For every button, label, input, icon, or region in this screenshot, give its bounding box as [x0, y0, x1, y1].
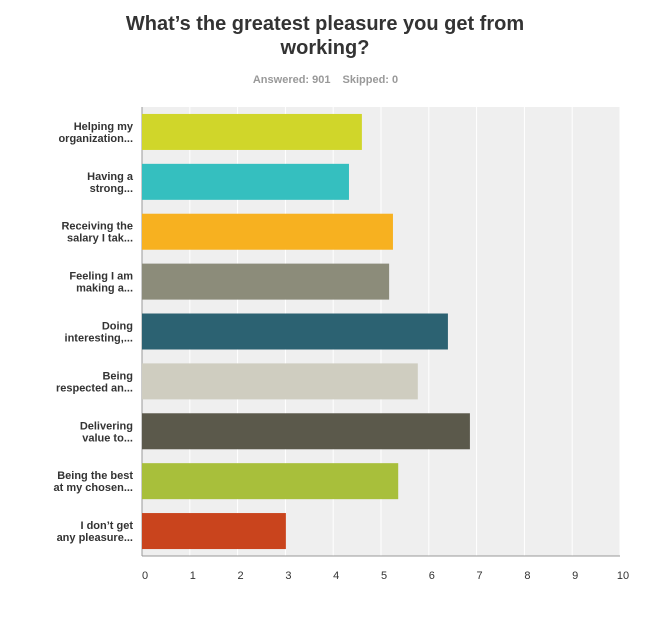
y-tick-label: organization... — [58, 133, 133, 145]
x-tick-label: 3 — [285, 570, 291, 582]
y-tick-label: Having a — [87, 171, 134, 183]
y-tick-label: I don’t get — [80, 520, 133, 532]
y-tick-label: respected an... — [56, 382, 133, 394]
x-tick-label: 10 — [617, 570, 629, 582]
bar — [142, 263, 390, 300]
bar — [142, 463, 399, 500]
x-tick-label: 2 — [238, 570, 244, 582]
x-tick-label: 6 — [429, 570, 435, 582]
x-tick-label: 8 — [524, 570, 530, 582]
skipped: Skipped: 0 — [342, 74, 399, 86]
x-tick-label: 5 — [381, 570, 387, 582]
bar — [142, 413, 470, 450]
y-tick-label: Being the best — [57, 470, 133, 482]
y-tick-label: Being — [102, 370, 133, 382]
y-tick-label: any pleasure... — [57, 532, 133, 544]
x-tick-label: 4 — [333, 570, 339, 582]
bar — [142, 363, 418, 400]
x-tick-label: 0 — [142, 570, 148, 582]
y-tick-label: Doing — [102, 321, 133, 333]
y-tick-label: interesting,... — [65, 333, 133, 345]
y-tick-label: Receiving the — [61, 221, 133, 233]
x-tick-label: 1 — [190, 570, 196, 582]
chart-title: What’s the greatest pleasure you get fro… — [125, 13, 525, 59]
y-tick-label: at my chosen... — [54, 482, 133, 494]
y-tick-label: Delivering — [80, 420, 133, 432]
bar — [142, 163, 349, 200]
bar — [142, 213, 393, 250]
y-tick-label: value to... — [82, 432, 133, 444]
bar — [142, 513, 286, 550]
y-tick-label: making a... — [76, 283, 133, 295]
answered: Answered: 901 — [252, 74, 331, 86]
y-tick-label: Helping my — [74, 121, 134, 133]
x-tick-label: 9 — [572, 570, 578, 582]
bar — [142, 113, 362, 150]
x-tick-label: 7 — [477, 570, 483, 582]
response-summary: Answered: 901 Skipped: 0 — [0, 74, 651, 86]
bar — [142, 313, 448, 350]
y-tick-label: salary I tak... — [67, 233, 133, 245]
y-tick-label: Feeling I am — [69, 271, 133, 283]
y-tick-label: strong... — [90, 183, 133, 195]
